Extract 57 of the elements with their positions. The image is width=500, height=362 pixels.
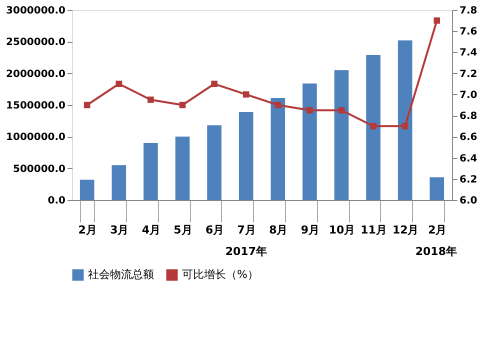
x-tick-label: 8月	[269, 224, 288, 236]
y2-tick-label: 7.4	[460, 48, 478, 59]
y2-tick-label: 7.2	[460, 68, 478, 80]
x-tick-label: 2月	[78, 224, 97, 236]
point	[211, 80, 218, 88]
point	[370, 122, 376, 130]
y-tick-label: 3000000.0	[6, 6, 66, 16]
point	[434, 17, 440, 24]
y2-tick-label: 7.6	[460, 26, 478, 38]
x-tick-label: 2月	[428, 224, 447, 236]
bar	[238, 112, 254, 200]
bar	[334, 70, 349, 200]
bar	[144, 143, 158, 200]
y-tick-label: 1000000.0	[6, 132, 66, 144]
y2-tick-label: 6.2	[460, 174, 478, 186]
y-tick-label: 2000000.0	[6, 68, 66, 80]
x-tick-label: 10月	[328, 224, 356, 236]
bar	[175, 136, 190, 200]
y2-tick-label: 6.8	[460, 111, 478, 122]
point	[242, 91, 250, 98]
bar	[270, 98, 286, 200]
y-tick-label: 500000.0	[12, 164, 66, 175]
y2-tick-label: 6.0	[460, 196, 478, 206]
y-tick-label: 0.0	[48, 196, 66, 206]
text: 2018年	[415, 245, 457, 258]
point	[148, 96, 154, 103]
y-tick-label: 2500000.0	[6, 37, 66, 48]
y2-tick-label: 7.0	[460, 90, 478, 101]
legend-label: 社会物流总额	[88, 268, 154, 281]
y-tick-label: 1500000.0	[6, 100, 66, 112]
x-tick-label: 11月	[360, 224, 387, 236]
x-tick-label: 12月	[392, 224, 419, 236]
x-tick-label: 5月	[174, 224, 192, 236]
bar	[366, 54, 380, 200]
legend-label: 可比增长（%）	[182, 268, 258, 281]
point	[274, 102, 282, 108]
bar	[112, 165, 126, 200]
y2-tick-label: 7.8	[460, 6, 478, 16]
x-tick-label: 7月	[237, 224, 256, 236]
x-tick-label: 4月	[142, 224, 161, 236]
x-tick-label: 3月	[110, 224, 129, 236]
bar	[302, 83, 317, 200]
point	[116, 80, 122, 88]
y2-tick-label: 6.4	[460, 153, 478, 164]
text: 2017年	[225, 245, 267, 258]
bar	[207, 125, 222, 200]
x-tick-label: 6月	[205, 224, 224, 236]
point	[306, 107, 313, 114]
bar	[80, 180, 94, 200]
bar	[398, 40, 412, 200]
point	[402, 122, 408, 130]
point	[179, 102, 186, 108]
bar	[430, 177, 444, 200]
y2-tick-label: 6.6	[460, 132, 478, 144]
point	[338, 107, 345, 114]
x-tick-label: 9月	[300, 224, 320, 236]
point	[84, 102, 90, 108]
